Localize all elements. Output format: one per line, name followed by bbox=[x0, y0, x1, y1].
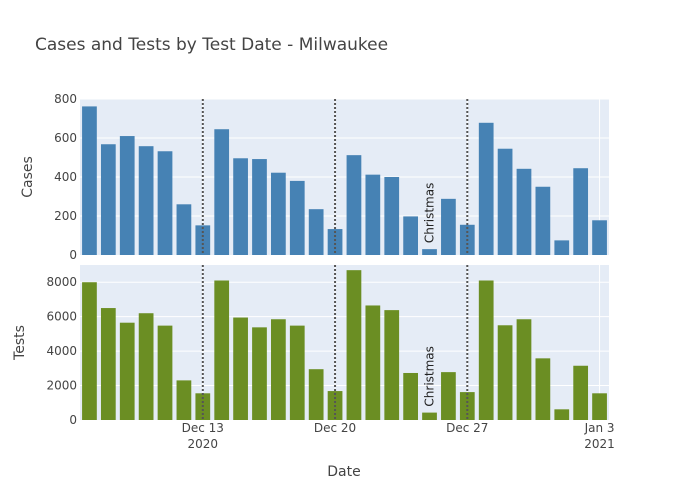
bar-tests bbox=[535, 358, 551, 420]
bar-cases bbox=[497, 148, 513, 255]
bar-cases bbox=[308, 209, 324, 255]
y-tick-label: 0 bbox=[69, 248, 77, 262]
y-tick-label: 6000 bbox=[46, 310, 77, 324]
x-tick-year-label: 2021 bbox=[584, 437, 615, 451]
bar-tests bbox=[592, 393, 607, 420]
bar-tests bbox=[214, 280, 230, 420]
christmas-annotation: Christmas bbox=[423, 183, 437, 244]
bar-cases bbox=[271, 172, 286, 255]
bar-tests bbox=[422, 412, 437, 420]
bar-cases bbox=[138, 146, 154, 255]
bar-tests bbox=[233, 317, 248, 420]
y-tick-label: 400 bbox=[54, 170, 77, 184]
bar-cases bbox=[403, 216, 418, 255]
bar-cases bbox=[573, 168, 589, 255]
y-axis-title-tests: Tests bbox=[12, 325, 28, 361]
chart-title: Cases and Tests by Test Date - Milwaukee bbox=[35, 35, 388, 55]
bar-cases bbox=[327, 229, 343, 255]
x-tick-label: Dec 27 bbox=[446, 421, 488, 435]
y-tick-label: 600 bbox=[54, 131, 77, 145]
y-tick-label: 4000 bbox=[46, 344, 77, 358]
bar-tests bbox=[252, 327, 267, 420]
bar-cases bbox=[214, 129, 230, 255]
bar-cases bbox=[554, 240, 570, 255]
y-tick-label: 800 bbox=[54, 92, 77, 106]
bar-tests bbox=[308, 369, 324, 420]
bar-tests bbox=[346, 270, 362, 420]
y-tick-label: 0 bbox=[69, 413, 77, 427]
christmas-annotation: Christmas bbox=[423, 346, 437, 407]
bar-cases bbox=[233, 158, 248, 255]
bar-tests bbox=[271, 319, 286, 420]
bar-tests bbox=[441, 372, 456, 420]
bar-cases bbox=[82, 106, 97, 255]
bar-tests bbox=[516, 319, 532, 420]
y-tick-label: 8000 bbox=[46, 275, 77, 289]
bar-tests bbox=[403, 372, 418, 420]
y-tick-label: 200 bbox=[54, 209, 77, 223]
bar-cases bbox=[422, 249, 437, 255]
bar-tests bbox=[384, 310, 400, 420]
x-tick-label: Dec 20 bbox=[314, 421, 356, 435]
bar-tests bbox=[573, 365, 589, 420]
bar-cases bbox=[157, 151, 173, 255]
bar-tests bbox=[119, 322, 135, 420]
y-axis-title-cases: Cases bbox=[20, 156, 36, 198]
bar-cases bbox=[384, 177, 400, 255]
bar-tests bbox=[82, 282, 97, 420]
x-tick-label: Jan 3 bbox=[584, 421, 615, 435]
bar-cases bbox=[441, 198, 456, 255]
bar-cases bbox=[592, 220, 607, 255]
bar-tests bbox=[497, 325, 513, 420]
x-axis-title: Date bbox=[327, 464, 360, 480]
bar-tests bbox=[554, 409, 570, 420]
bar-cases bbox=[535, 186, 551, 255]
bar-cases bbox=[365, 174, 381, 255]
bar-cases bbox=[346, 155, 362, 255]
bar-tests bbox=[138, 313, 154, 420]
bar-tests bbox=[478, 280, 494, 420]
bar-tests bbox=[289, 325, 305, 420]
bar-cases bbox=[252, 159, 267, 255]
bar-cases bbox=[119, 136, 135, 255]
bar-cases bbox=[100, 144, 116, 255]
bar-cases bbox=[478, 122, 494, 255]
bar-cases bbox=[289, 180, 305, 255]
bar-tests bbox=[100, 308, 116, 420]
y-tick-label: 2000 bbox=[46, 379, 77, 393]
bar-tests bbox=[176, 380, 192, 420]
bar-tests bbox=[157, 325, 173, 420]
bar-cases bbox=[516, 168, 532, 255]
x-tick-year-label: 2020 bbox=[188, 437, 219, 451]
bar-tests bbox=[365, 305, 381, 420]
bar-cases bbox=[176, 204, 192, 255]
x-tick-label: Dec 13 bbox=[182, 421, 224, 435]
